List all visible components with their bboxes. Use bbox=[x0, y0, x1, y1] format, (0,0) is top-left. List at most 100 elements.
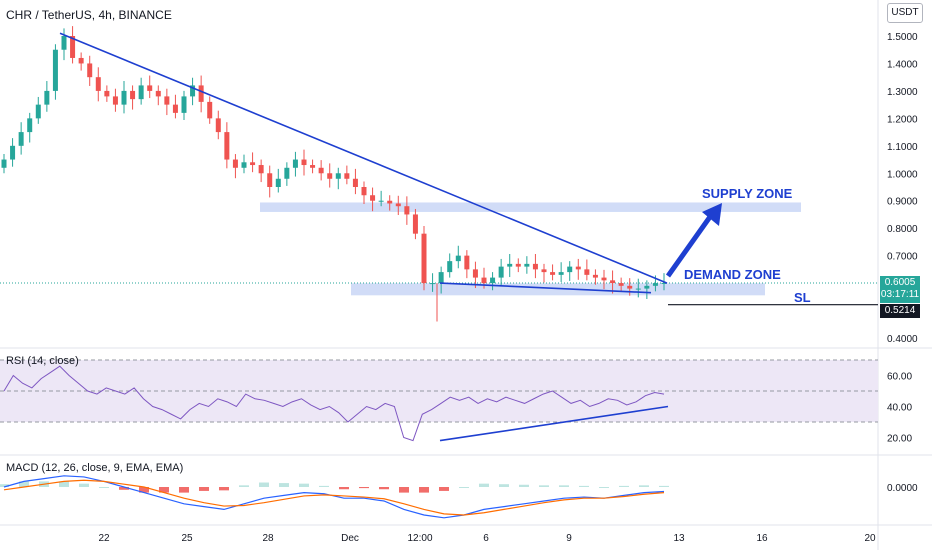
x-tick-label: Dec bbox=[341, 533, 359, 544]
macd-histogram-bar bbox=[379, 487, 389, 490]
candle-body bbox=[10, 145, 16, 160]
candle-body bbox=[635, 288, 641, 290]
macd-histogram-bar bbox=[579, 485, 589, 487]
rsi-trendline bbox=[439, 405, 669, 442]
candle-body bbox=[387, 200, 393, 204]
candle-body bbox=[352, 178, 358, 187]
macd-histogram-bar bbox=[439, 487, 449, 491]
candle-body bbox=[592, 274, 598, 278]
candle-body bbox=[447, 261, 453, 273]
candle-body bbox=[310, 165, 316, 168]
macd-histogram-bar bbox=[99, 487, 109, 488]
candle-body bbox=[464, 255, 470, 270]
macd-histogram-bar bbox=[479, 483, 489, 487]
projection-arrow bbox=[665, 212, 715, 278]
macd-histogram-bar bbox=[79, 483, 89, 487]
sl-price-tag: 0.5214 bbox=[880, 304, 920, 318]
candle-body bbox=[627, 285, 633, 289]
macd-tick-label: 0.0000 bbox=[887, 483, 918, 494]
bar-countdown: 03:17:11 bbox=[880, 289, 920, 300]
price-tick-label: 0.8000 bbox=[887, 224, 918, 235]
price-tick-label: 0.7000 bbox=[887, 252, 918, 263]
candle-body bbox=[438, 272, 444, 284]
candle-body bbox=[190, 85, 196, 97]
macd-histogram-bar bbox=[279, 483, 289, 487]
candle-body bbox=[481, 277, 487, 284]
candle-body bbox=[515, 263, 521, 267]
macd-histogram-bar bbox=[539, 485, 549, 487]
candle-body bbox=[558, 272, 564, 275]
candle-body bbox=[147, 85, 153, 91]
macd-histogram-bar bbox=[0, 484, 9, 487]
macd-histogram-bar bbox=[239, 485, 249, 487]
macd-histogram-bar bbox=[499, 484, 509, 487]
price-tick-label: 0.9000 bbox=[887, 197, 918, 208]
price-tick-label: 1.1000 bbox=[887, 142, 918, 153]
macd-label: MACD (12, 26, close, 9, EMA, EMA) bbox=[6, 462, 184, 474]
candle-body bbox=[644, 285, 650, 289]
rsi-label: RSI (14, close) bbox=[6, 355, 79, 367]
candle-body bbox=[258, 165, 264, 174]
x-tick-label: 25 bbox=[181, 533, 193, 544]
candle-body bbox=[490, 277, 496, 284]
candle-body bbox=[412, 214, 418, 234]
price-tick-label: 1.3000 bbox=[887, 87, 918, 98]
price-tick-label: 0.4000 bbox=[887, 334, 918, 345]
macd-histogram-bar bbox=[619, 485, 629, 487]
candle-body bbox=[661, 282, 667, 284]
candle-body bbox=[181, 96, 187, 113]
candle-body bbox=[344, 173, 350, 179]
candle-body bbox=[44, 90, 50, 105]
rsi-tick-label: 20.00 bbox=[887, 434, 912, 445]
macd-histogram-bar bbox=[639, 485, 649, 487]
candle-body bbox=[318, 167, 324, 174]
last-price-value: 0.6005 bbox=[884, 277, 916, 288]
rsi-tick-label: 40.00 bbox=[887, 403, 912, 414]
candle-body bbox=[370, 195, 376, 201]
candle-body bbox=[507, 263, 513, 267]
candle-body bbox=[430, 283, 436, 285]
candle-body bbox=[207, 101, 213, 119]
candle-body bbox=[541, 269, 547, 273]
candle-body bbox=[61, 36, 67, 50]
macd-histogram-bar bbox=[119, 487, 129, 490]
candle-body bbox=[250, 162, 256, 166]
rsi-tick-label: 60.00 bbox=[887, 372, 912, 383]
rsi-line bbox=[3, 365, 665, 442]
x-tick-label: 20 bbox=[864, 533, 876, 544]
candle-body bbox=[652, 283, 658, 286]
last-price-tag: 0.6005 03:17:11 bbox=[880, 276, 920, 303]
macd-histogram-bar bbox=[199, 487, 209, 491]
candle-body bbox=[301, 159, 307, 166]
price-tick-label: 1.0000 bbox=[887, 169, 918, 180]
candle-body bbox=[292, 159, 298, 168]
candle-body bbox=[472, 269, 478, 278]
candle-body bbox=[498, 266, 504, 278]
candle-body bbox=[327, 173, 333, 179]
x-tick-label: 16 bbox=[756, 533, 768, 544]
candle-body bbox=[95, 77, 101, 91]
rsi-band bbox=[0, 360, 878, 422]
signal-line bbox=[3, 479, 665, 516]
candle-body bbox=[455, 255, 461, 262]
currency-selector[interactable]: USDT bbox=[887, 3, 923, 23]
x-tick-label: 22 bbox=[98, 533, 110, 544]
x-tick-label: 12:00 bbox=[407, 533, 432, 544]
macd-histogram-bar bbox=[519, 484, 529, 487]
candle-body bbox=[567, 266, 573, 273]
candle-body bbox=[232, 159, 238, 168]
candle-body bbox=[524, 263, 530, 267]
macd-histogram-bar bbox=[559, 485, 569, 487]
candle-body bbox=[138, 85, 144, 100]
price-tick-label: 1.5000 bbox=[887, 32, 918, 43]
macd-histogram-bar bbox=[659, 485, 669, 487]
candle-body bbox=[78, 57, 84, 64]
candle-body bbox=[164, 96, 170, 105]
candle-body bbox=[610, 280, 616, 284]
candle-body bbox=[395, 203, 401, 207]
candle-body bbox=[18, 132, 24, 146]
demand-zone-label: DEMAND ZONE bbox=[684, 267, 781, 282]
candle-body bbox=[335, 173, 341, 179]
supply-zone-label: SUPPLY ZONE bbox=[702, 186, 793, 201]
candle-body bbox=[275, 178, 281, 187]
